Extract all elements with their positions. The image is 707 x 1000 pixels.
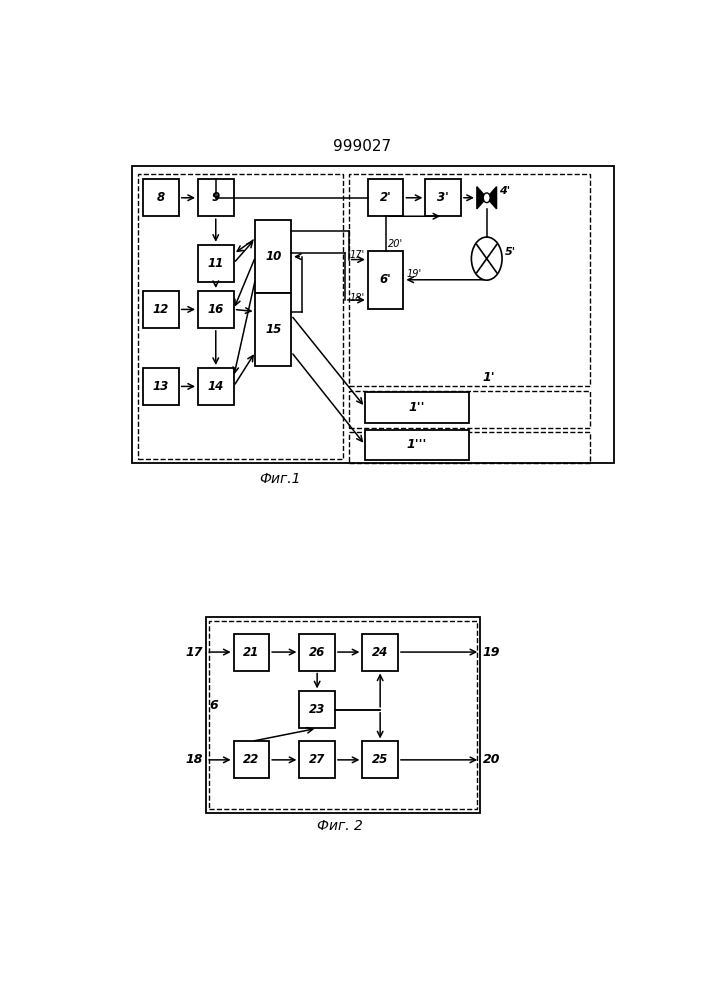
- Text: 5': 5': [505, 247, 516, 257]
- Bar: [365, 430, 469, 460]
- Text: 23: 23: [309, 703, 325, 716]
- Text: 27: 27: [309, 753, 325, 766]
- Text: 20': 20': [388, 239, 404, 249]
- Text: 12: 12: [153, 303, 169, 316]
- Text: 18: 18: [186, 753, 204, 766]
- Text: 19': 19': [407, 269, 421, 279]
- Bar: [144, 291, 179, 328]
- Text: 21: 21: [243, 646, 259, 659]
- Text: 16: 16: [208, 303, 224, 316]
- Bar: [206, 617, 480, 813]
- Text: Фиг.1: Фиг.1: [259, 472, 301, 486]
- Text: 24: 24: [372, 646, 388, 659]
- Text: 19: 19: [483, 646, 501, 659]
- Bar: [368, 179, 404, 216]
- Text: 1''': 1''': [407, 438, 427, 451]
- Text: Фиг. 2: Фиг. 2: [317, 819, 363, 833]
- Text: 6': 6': [380, 273, 392, 286]
- Text: 999027: 999027: [333, 139, 392, 154]
- Bar: [349, 174, 590, 386]
- Bar: [255, 220, 291, 293]
- Bar: [368, 251, 404, 309]
- Bar: [144, 179, 179, 216]
- Bar: [198, 368, 233, 405]
- Text: 17': 17': [350, 250, 365, 260]
- Text: 7: 7: [141, 314, 149, 327]
- Bar: [132, 166, 614, 463]
- Text: 15: 15: [265, 323, 281, 336]
- Bar: [349, 391, 590, 428]
- Bar: [363, 634, 398, 671]
- Text: 22: 22: [243, 753, 259, 766]
- Text: 17: 17: [186, 646, 204, 659]
- Text: 6: 6: [209, 699, 218, 712]
- Bar: [426, 179, 461, 216]
- Text: 1'': 1'': [452, 409, 469, 422]
- Bar: [138, 174, 343, 459]
- Bar: [209, 620, 477, 809]
- Bar: [365, 392, 469, 423]
- Text: 10: 10: [265, 250, 281, 263]
- Bar: [198, 245, 233, 282]
- Text: 8: 8: [157, 191, 165, 204]
- Bar: [349, 432, 590, 463]
- Bar: [299, 741, 335, 778]
- Polygon shape: [486, 187, 496, 209]
- Bar: [144, 368, 179, 405]
- Bar: [299, 691, 335, 728]
- Text: 20: 20: [483, 753, 501, 766]
- Bar: [233, 741, 269, 778]
- Text: 4': 4': [499, 186, 510, 196]
- Text: 2': 2': [380, 191, 392, 204]
- Bar: [299, 634, 335, 671]
- Text: 1'': 1'': [409, 401, 426, 414]
- Text: 3': 3': [438, 191, 449, 204]
- Bar: [198, 179, 233, 216]
- Bar: [198, 291, 233, 328]
- Text: 26: 26: [309, 646, 325, 659]
- Text: 14: 14: [208, 380, 224, 393]
- Polygon shape: [477, 187, 486, 209]
- Bar: [233, 634, 269, 671]
- Text: 1''': 1''': [451, 450, 471, 463]
- Text: 13: 13: [153, 380, 169, 393]
- Text: 25: 25: [372, 753, 388, 766]
- Text: 18': 18': [350, 293, 365, 303]
- Bar: [363, 741, 398, 778]
- Text: 9: 9: [211, 191, 220, 204]
- Bar: [255, 293, 291, 366]
- Text: 11: 11: [208, 257, 224, 270]
- Text: 1': 1': [482, 371, 495, 384]
- Circle shape: [484, 193, 490, 203]
- Circle shape: [472, 237, 502, 280]
